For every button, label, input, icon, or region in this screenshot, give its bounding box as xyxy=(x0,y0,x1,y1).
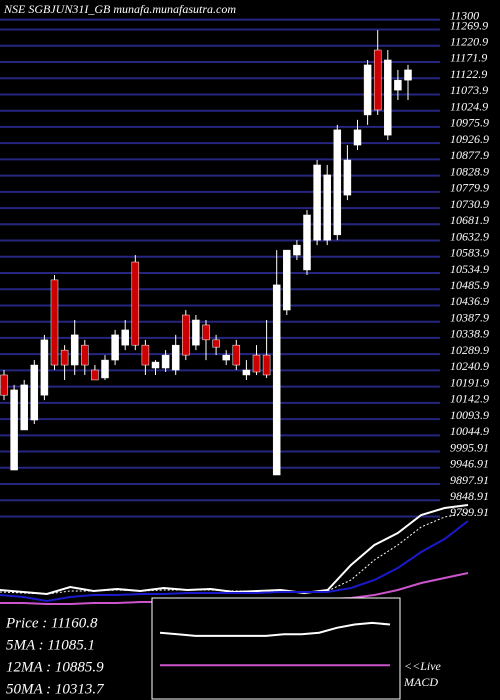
y-tick-label: 10632.9 xyxy=(450,229,489,243)
y-tick-label: 11300 xyxy=(450,8,479,22)
candle-body xyxy=(404,69,412,81)
legend-entry: 12MA : 10885.9 xyxy=(6,659,104,675)
candle-body xyxy=(363,64,372,116)
candle-body xyxy=(30,364,39,421)
y-tick-label: 10534.9 xyxy=(450,262,489,276)
y-tick-label: 10338.9 xyxy=(450,327,489,341)
candle-body xyxy=(141,344,150,366)
macd-box xyxy=(151,597,401,700)
y-tick-label: 10142.9 xyxy=(450,392,489,406)
y-tick-label: 10926.9 xyxy=(450,132,489,146)
y-tick-label: 9946.91 xyxy=(450,457,489,471)
candle-body xyxy=(91,369,99,381)
candle-body xyxy=(171,344,180,371)
candle-body xyxy=(161,354,170,369)
y-tick-label: 10436.9 xyxy=(450,294,489,308)
y-tick-label: 11171.9 xyxy=(450,51,487,65)
candle-body xyxy=(394,79,402,91)
candle-body xyxy=(343,159,352,196)
legend-entry: 50MA : 10313.7 xyxy=(6,681,105,697)
candle-body xyxy=(50,279,59,366)
y-tick-label: 10485.9 xyxy=(450,278,489,292)
y-tick-label: 9995.91 xyxy=(450,440,489,454)
legend-entry: 5MA : 11085.1 xyxy=(6,637,95,653)
candle-body xyxy=(283,249,291,311)
live-label: <<Live xyxy=(404,659,442,673)
y-tick-label: 10289.9 xyxy=(450,343,489,357)
candle-body xyxy=(202,324,210,341)
candle-body xyxy=(303,214,311,271)
indicator-line xyxy=(0,520,469,603)
candle-body xyxy=(20,384,28,431)
candle-body xyxy=(0,374,8,396)
candle-body xyxy=(313,164,321,241)
candle-body xyxy=(232,344,241,366)
candle-body xyxy=(151,361,160,369)
chart-title: NSE SGBJUN31I_GB munafa.munafasutra.com xyxy=(3,2,236,16)
candle-body xyxy=(242,369,251,376)
candle-body xyxy=(192,319,200,346)
indicator-line xyxy=(0,504,469,596)
legend-entry: Price : 11160.8 xyxy=(5,615,98,631)
candle-body xyxy=(384,59,392,136)
y-tick-label: 10044.9 xyxy=(450,424,489,438)
candle-body xyxy=(131,261,140,346)
y-tick-label: 10387.9 xyxy=(450,310,489,324)
y-tick-label: 9799.91 xyxy=(450,505,489,519)
candle-body xyxy=(293,244,301,256)
y-tick-label: 10975.9 xyxy=(450,116,489,130)
y-tick-label: 11220.9 xyxy=(450,35,488,49)
macd-line xyxy=(159,621,391,637)
y-tick-label: 10681.9 xyxy=(450,213,489,227)
y-tick-label: 9897.91 xyxy=(450,473,489,487)
candle-body xyxy=(121,329,129,346)
y-tick-label: 11073.9 xyxy=(450,83,488,97)
y-tick-label: 10093.9 xyxy=(450,408,489,422)
macd-label: MACD xyxy=(403,675,438,689)
y-tick-label: 10583.9 xyxy=(450,246,489,260)
candle-body xyxy=(262,354,271,376)
y-tick-label: 11269.9 xyxy=(450,18,488,32)
candle-body xyxy=(40,339,49,396)
y-tick-label: 10191.9 xyxy=(450,375,489,389)
candle-body xyxy=(272,284,281,476)
candle-body xyxy=(212,339,220,348)
y-tick-label: 10730.9 xyxy=(450,197,489,211)
candle-body xyxy=(101,359,109,379)
candle-body xyxy=(222,354,230,361)
candle-body xyxy=(373,49,382,111)
candle-body xyxy=(182,314,190,356)
y-tick-label: 11122.9 xyxy=(450,67,487,81)
candle-body xyxy=(252,354,261,373)
indicator-line xyxy=(0,512,469,595)
y-tick-label: 10877.9 xyxy=(450,148,489,162)
candle-body xyxy=(10,389,18,471)
y-tick-label: 11024.9 xyxy=(450,99,488,113)
candle-body xyxy=(323,174,331,241)
y-tick-label: 10779.9 xyxy=(450,181,489,195)
y-tick-label: 10240.9 xyxy=(450,359,489,373)
candle-body xyxy=(81,344,89,366)
candle-body xyxy=(333,129,342,236)
y-tick-label: 10828.9 xyxy=(450,164,489,178)
candle-body xyxy=(111,334,119,361)
candle-body xyxy=(60,349,69,366)
candle-body xyxy=(353,129,362,146)
candle-body xyxy=(70,334,79,366)
y-tick-label: 9848.91 xyxy=(450,489,489,503)
